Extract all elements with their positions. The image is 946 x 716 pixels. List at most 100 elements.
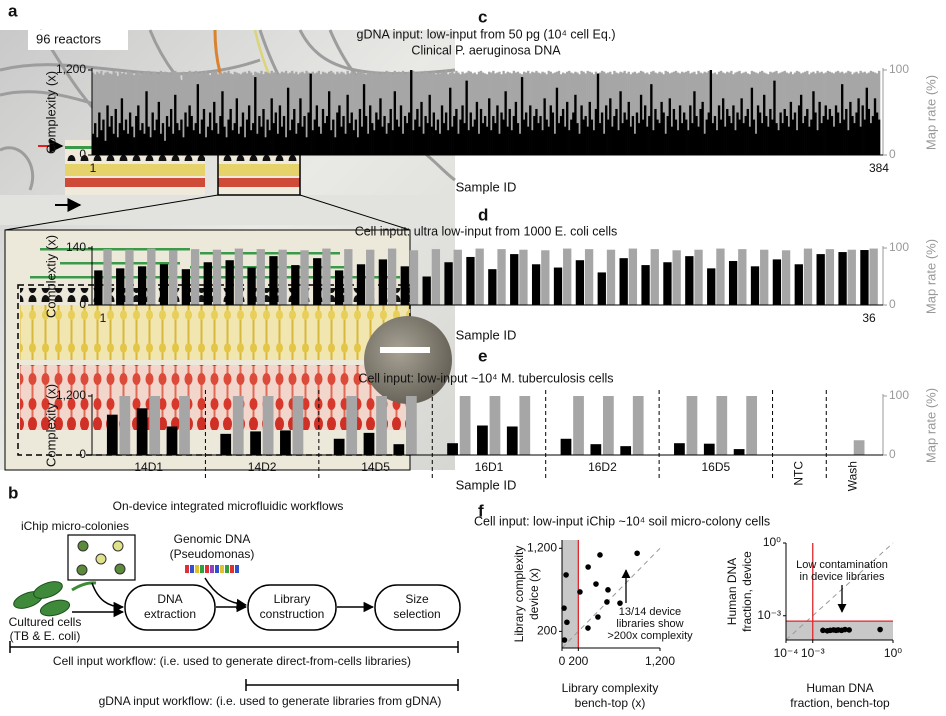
workflow-label: gDNA input workflow: (i.e. used to gener…: [99, 694, 442, 708]
bar: [203, 262, 212, 305]
group-label: 14D2: [248, 460, 277, 474]
bar: [658, 71, 661, 155]
bar: [375, 112, 378, 155]
shape-circle: [77, 540, 89, 552]
bar: [570, 119, 573, 155]
bar: [672, 250, 681, 305]
bar: [401, 70, 405, 155]
bar: [497, 249, 506, 305]
bar: [125, 249, 134, 305]
bar: [338, 105, 341, 155]
bar: [186, 72, 189, 155]
bar: [391, 74, 394, 155]
bar: [442, 72, 446, 155]
bar: [703, 443, 715, 455]
bar: [553, 133, 557, 155]
bar: [422, 276, 431, 305]
bar: [256, 249, 265, 305]
bar: [841, 84, 844, 155]
bar: [760, 249, 769, 305]
annotation: libraries show: [616, 618, 683, 630]
bar: [568, 70, 571, 155]
bar: [516, 123, 520, 155]
bar: [529, 105, 532, 155]
bar: [260, 70, 263, 155]
bar: [537, 123, 540, 155]
bar: [620, 446, 632, 455]
bar: [473, 72, 477, 155]
y-tick-label: 200: [537, 624, 557, 638]
bar: [857, 98, 860, 155]
bar: [293, 108, 296, 155]
bar: [719, 70, 723, 155]
bar: [652, 70, 655, 155]
bar: [754, 133, 758, 155]
point: [577, 589, 583, 595]
bar: [860, 250, 869, 305]
bar: [408, 112, 411, 155]
bar: [118, 123, 122, 155]
bar: [145, 91, 148, 155]
bar: [155, 119, 158, 155]
input-label: (TB & E. coli): [10, 629, 81, 643]
bar: [245, 73, 249, 155]
bar: [492, 70, 495, 155]
panel-label: f: [478, 501, 484, 520]
bar: [128, 112, 132, 155]
bar: [147, 126, 150, 155]
bar: [258, 73, 261, 155]
chart-title: Cell input: low-input ~10⁴ M. tuberculos…: [358, 371, 613, 385]
bar: [746, 108, 749, 155]
bar: [141, 123, 144, 155]
bar: [444, 112, 448, 155]
bar: [680, 71, 684, 155]
bar: [483, 116, 487, 155]
bar: [292, 396, 304, 455]
bar: [810, 119, 813, 155]
bar: [406, 396, 417, 455]
chart-title: Cell input: ultra low-input from 1000 E.…: [355, 224, 618, 238]
bar: [486, 126, 489, 155]
annotation: 13/14 device: [619, 606, 681, 618]
bar: [430, 72, 433, 155]
bar: [707, 268, 716, 305]
bar: [730, 123, 733, 155]
bar: [190, 116, 193, 155]
bar: [734, 72, 737, 155]
bar: [334, 137, 337, 155]
bar: [794, 264, 803, 305]
shape-rect: [65, 164, 205, 176]
bar: [812, 91, 815, 155]
x-axis-label: bench-top (x): [575, 696, 646, 710]
bar: [488, 98, 491, 155]
bar: [363, 432, 375, 455]
bar: [362, 84, 366, 155]
shape-rect: [225, 565, 229, 573]
bar: [364, 74, 368, 155]
y-tick-label: 1,200: [56, 388, 86, 402]
bar: [354, 75, 358, 155]
bar: [418, 126, 421, 155]
bar: [213, 101, 216, 155]
bar: [863, 71, 866, 155]
bar: [155, 73, 158, 155]
bar: [340, 126, 343, 155]
bar: [494, 73, 497, 155]
bar: [527, 70, 530, 155]
bar: [680, 123, 684, 155]
bar: [473, 119, 477, 155]
point: [842, 626, 848, 633]
bar: [629, 126, 632, 155]
panel-title: Cell input: low-input iChip ~10⁴ soil mi…: [474, 514, 770, 528]
bar: [746, 396, 758, 455]
bar: [387, 248, 397, 305]
bar: [135, 116, 138, 155]
group-label: Wash: [845, 461, 859, 491]
bar: [709, 70, 713, 155]
bar: [414, 72, 417, 155]
bar: [750, 266, 760, 305]
bar: [838, 72, 842, 155]
y-tick-label: 0: [79, 147, 86, 161]
bar: [235, 98, 238, 155]
bar: [266, 72, 269, 155]
